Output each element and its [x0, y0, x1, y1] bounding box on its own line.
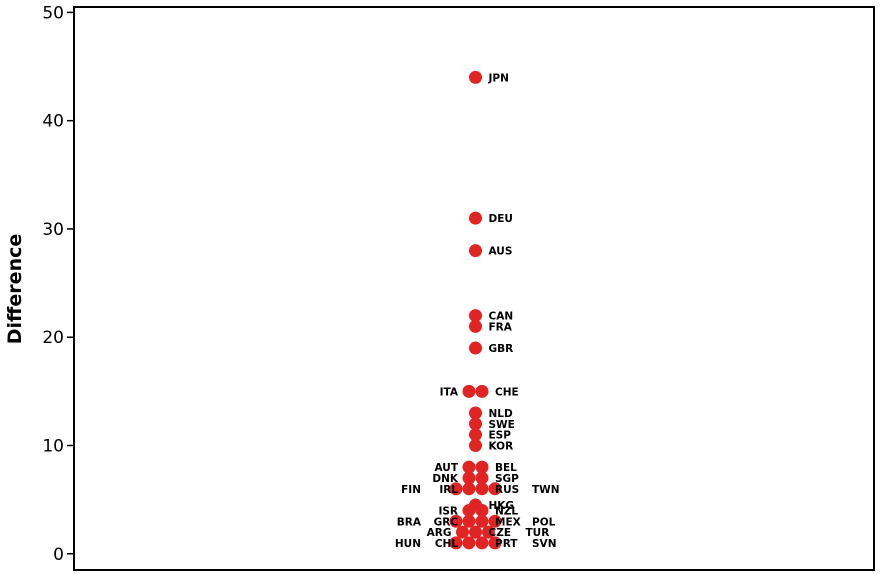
data-point-fra: [469, 319, 482, 333]
data-point-jpn: [469, 70, 482, 84]
point-label-fin: FIN: [401, 484, 421, 496]
point-label-che: CHE: [495, 386, 519, 398]
point-label-grc: GRC: [434, 516, 459, 528]
data-point-dnk: [462, 471, 476, 485]
point-label-nld: NLD: [489, 408, 513, 420]
data-point-deu: [469, 211, 482, 225]
point-label-pol: POL: [532, 516, 556, 528]
data-point-ita: [462, 384, 476, 398]
data-point-rus: [475, 482, 489, 496]
data-point-hun: [449, 536, 463, 550]
y-tick-label: 0: [53, 545, 64, 565]
data-point-esp: [469, 428, 482, 442]
point-label-can: CAN: [489, 311, 514, 323]
y-tick-label: 20: [42, 328, 64, 348]
data-point-mex: [475, 514, 489, 528]
point-label-deu: DEU: [489, 213, 513, 225]
y-tick-label: 40: [42, 112, 64, 132]
data-point-bra: [449, 514, 463, 528]
point-label-svn: SVN: [532, 538, 556, 550]
data-point-aus: [469, 244, 482, 258]
point-label-nzl: NZL: [495, 505, 518, 517]
point-label-chl: CHL: [435, 538, 458, 550]
data-points: [449, 70, 502, 550]
point-label-tur: TUR: [526, 527, 550, 539]
data-point-cze: [469, 525, 482, 539]
data-point-grc: [462, 514, 476, 528]
point-label-rus: RUS: [495, 484, 519, 496]
data-point-irl: [462, 482, 476, 496]
data-point-kor: [469, 438, 482, 452]
point-label-aut: AUT: [435, 462, 459, 474]
data-point-svn: [488, 536, 502, 550]
y-axis-label: Difference: [4, 234, 26, 345]
data-point-tur: [482, 525, 495, 539]
point-label-bel: BEL: [495, 462, 517, 474]
data-point-pol: [488, 514, 502, 528]
point-label-bra: BRA: [397, 516, 422, 528]
point-label-prt: PRT: [495, 538, 518, 550]
data-point-nld: [469, 406, 482, 420]
data-point-isr: [462, 503, 476, 517]
data-point-nzl: [475, 503, 489, 517]
data-point-can: [469, 309, 482, 323]
data-point-aut: [462, 460, 476, 474]
y-tick-label: 50: [42, 3, 64, 23]
y-tick-label: 30: [42, 220, 64, 240]
point-label-aus: AUS: [489, 246, 513, 258]
point-label-hkg: HKG: [489, 500, 515, 512]
point-label-dnk: DNK: [432, 473, 459, 485]
point-label-ita: ITA: [440, 386, 459, 398]
data-point-swe: [469, 417, 482, 431]
point-label-isr: ISR: [438, 505, 458, 517]
point-label-sgp: SGP: [495, 473, 519, 485]
data-point-gbr: [469, 341, 482, 355]
y-axis: 0 10 20 30 40 50: [42, 3, 74, 565]
point-label-esp: ESP: [489, 430, 512, 442]
data-point-arg: [456, 525, 469, 539]
data-point-prt: [475, 536, 489, 550]
point-label-kor: KOR: [489, 440, 514, 452]
point-label-gbr: GBR: [489, 343, 514, 355]
plot-frame: [73, 6, 875, 571]
point-label-mex: MEX: [495, 516, 521, 528]
point-label-irl: IRL: [439, 484, 458, 496]
point-label-hun: HUN: [395, 538, 421, 550]
data-point-fin: [449, 482, 463, 496]
point-label-cze: CZE: [489, 527, 512, 539]
y-tick-label: 10: [42, 436, 64, 456]
data-point-twn: [488, 482, 502, 496]
point-label-jpn: JPN: [488, 72, 509, 84]
point-label-fra: FRA: [489, 321, 513, 333]
point-label-twn: TWN: [532, 484, 560, 496]
data-point-chl: [462, 536, 476, 550]
data-point-che: [475, 384, 489, 398]
data-point-sgp: [475, 471, 489, 485]
data-point-bel: [475, 460, 489, 474]
point-label-arg: ARG: [427, 527, 452, 539]
point-label-swe: SWE: [489, 419, 515, 431]
